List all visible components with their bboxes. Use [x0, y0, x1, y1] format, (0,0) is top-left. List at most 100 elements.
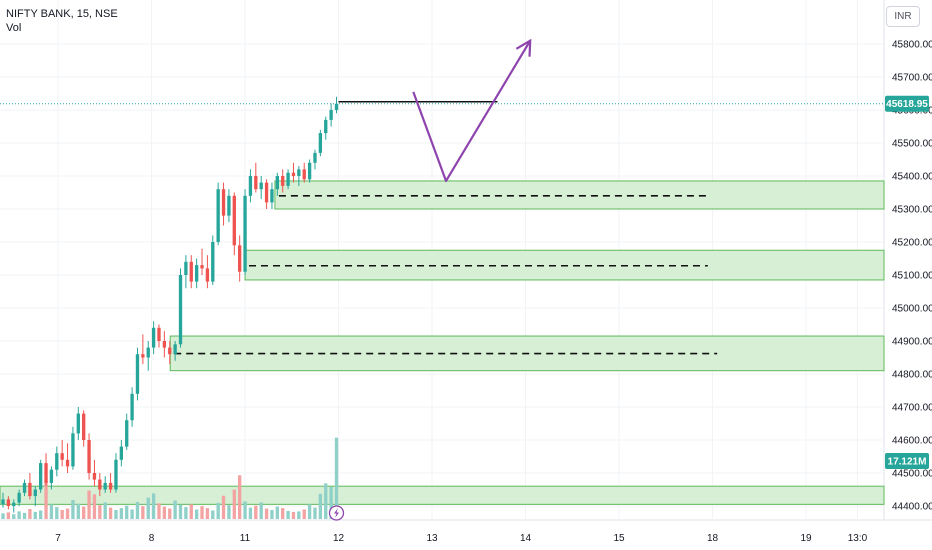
volume-bar: [71, 500, 75, 519]
volume-bar: [157, 503, 161, 519]
volume-bar: [302, 509, 306, 519]
symbol-title[interactable]: NIFTY BANK, 15, NSE: [6, 8, 118, 20]
y-tick-label: 45100.00: [892, 271, 932, 282]
candle-body: [302, 169, 306, 180]
candle-body: [98, 479, 102, 490]
candle-body: [259, 182, 263, 190]
candle-body: [270, 189, 274, 203]
projection-arrow: [412, 40, 532, 183]
y-tick-label: 44400.00: [892, 502, 932, 513]
candle-body: [162, 341, 167, 348]
candle-body: [275, 176, 279, 190]
last-volume-badge: [885, 453, 929, 469]
y-tick-label: 45400.00: [892, 172, 932, 183]
volume-bar: [248, 507, 253, 519]
volume-bar: [286, 510, 290, 519]
candle-body: [291, 172, 296, 176]
volume-bar: [227, 505, 231, 519]
volume-bar: [259, 502, 263, 519]
y-tick-label: 44800.00: [892, 370, 932, 381]
candle-body: [286, 172, 290, 186]
x-tick-label: 14: [520, 533, 532, 544]
candle-body: [168, 347, 172, 355]
demand-zones: [0, 180, 885, 505]
candle-body: [189, 261, 193, 282]
volume-bar: [189, 504, 193, 519]
candle-body: [38, 463, 43, 490]
candle-body: [281, 176, 285, 186]
candle-body: [151, 327, 156, 348]
volume-bar: [28, 509, 32, 519]
volume-bar: [6, 512, 11, 519]
volume-bar: [275, 506, 279, 519]
volume-bar: [108, 507, 113, 519]
candle-body: [146, 347, 150, 358]
volume-bar: [151, 493, 156, 519]
candle-body: [33, 489, 37, 497]
candle-body: [12, 502, 16, 506]
candle-body: [87, 440, 91, 473]
candle-body: [334, 103, 339, 110]
candle-body: [82, 413, 86, 440]
volume-bar: [65, 508, 70, 519]
time-axis[interactable]: 7 8 11 12 13 14 15 18 19 13:0: [55, 533, 867, 544]
volume-bar: [168, 508, 172, 519]
candle-body: [216, 189, 220, 242]
volume-bar: [82, 506, 86, 519]
candle-body: [135, 354, 140, 394]
volume-bar: [334, 437, 339, 519]
candle-body: [141, 354, 145, 358]
volume-bar: [87, 490, 91, 519]
volume-bar: [281, 508, 285, 519]
volume-bar: [76, 503, 80, 519]
candle-body: [92, 473, 97, 480]
volume-bar: [38, 510, 43, 519]
volume-bar: [162, 506, 167, 519]
y-tick-label: 45000.00: [892, 304, 932, 315]
y-tick-label: 44700.00: [892, 403, 932, 414]
volume-bar: [243, 501, 247, 519]
y-tick-label: 44900.00: [892, 337, 932, 348]
volume-bar: [205, 508, 210, 519]
volume-legend: Vol: [6, 22, 22, 34]
volume-bar: [135, 501, 140, 519]
x-tick-label: 13:0: [848, 533, 868, 544]
candle-body: [119, 446, 124, 460]
candles: [1, 96, 339, 513]
candle-body: [71, 433, 75, 467]
y-tick-label: 45700.00: [892, 73, 932, 84]
volume-bar: [232, 489, 236, 519]
candle-body: [103, 482, 107, 490]
y-tick-label: 45200.00: [892, 238, 932, 249]
volume-bar: [297, 511, 301, 519]
currency-badge[interactable]: INR: [886, 6, 920, 27]
volume-bar: [146, 497, 150, 519]
candle-body: [211, 242, 215, 282]
x-tick-label: 18: [707, 533, 719, 544]
x-tick-label: 11: [240, 533, 251, 544]
candle-body: [318, 133, 323, 153]
volume-bar: [49, 504, 54, 519]
y-tick-label: 44600.00: [892, 436, 932, 447]
candle-body: [173, 344, 177, 355]
demand-zone: [0, 485, 885, 505]
volume-bar: [17, 511, 21, 519]
volume-bar: [103, 502, 107, 519]
candle-body: [264, 182, 269, 203]
candle-body: [108, 482, 113, 490]
x-tick-label: 8: [149, 533, 155, 544]
x-tick-label: 19: [800, 533, 812, 544]
volume-bar: [318, 493, 323, 519]
y-tick-label: 45500.00: [892, 139, 932, 150]
candle-body: [238, 245, 242, 272]
candle-body: [76, 413, 80, 434]
candle-body: [65, 459, 70, 467]
candle-body: [17, 492, 21, 503]
candle-body: [44, 463, 48, 483]
volume-bar: [307, 504, 312, 519]
candle-body: [232, 195, 236, 246]
candle-body: [157, 327, 161, 341]
candle-body: [194, 265, 199, 282]
volume-bar: [313, 507, 317, 519]
